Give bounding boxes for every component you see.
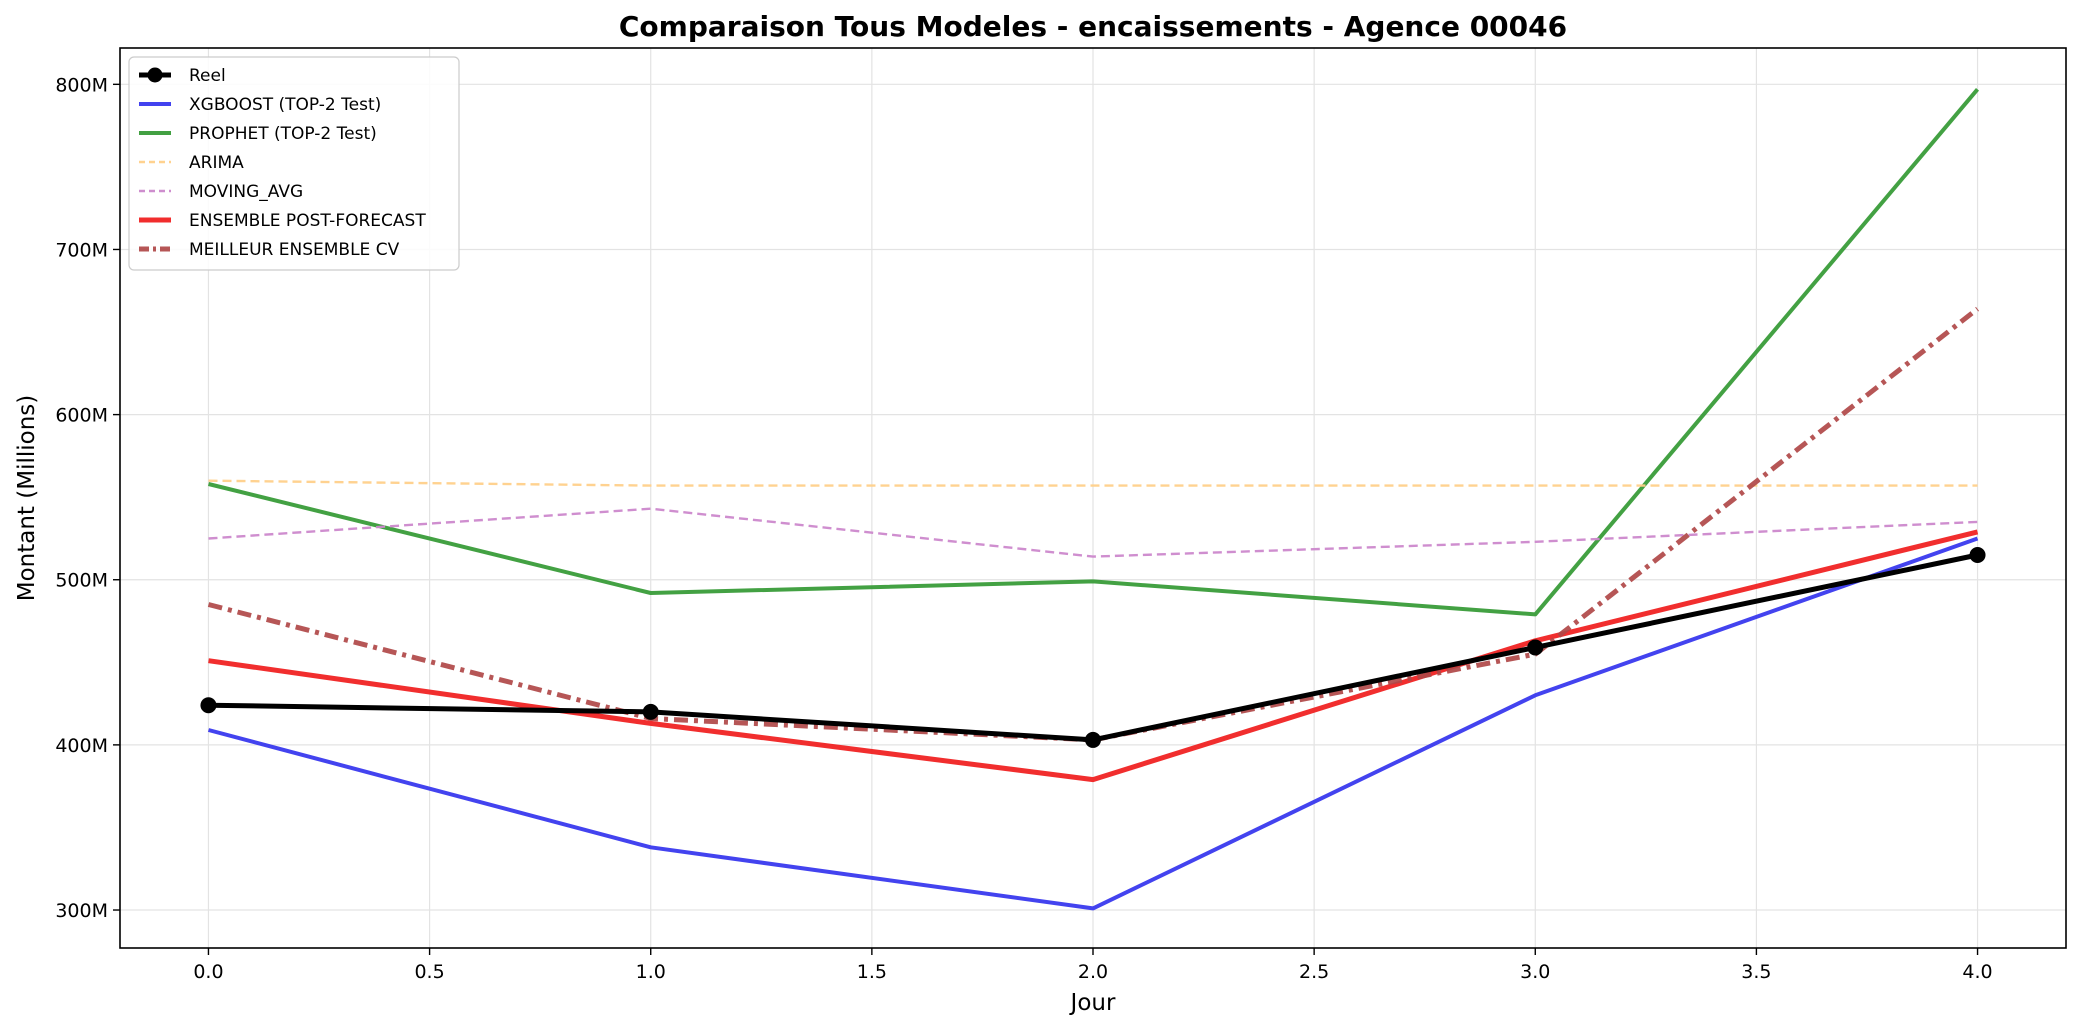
series-layer	[200, 88, 1986, 911]
x-tick-label: 1.0	[636, 961, 666, 983]
series-prophet-top-2-test	[208, 88, 1980, 617]
legend-label: MEILLEUR ENSEMBLE CV	[189, 240, 400, 260]
legend-box	[128, 56, 460, 271]
series-line-ensemble-post-forecast	[208, 529, 1979, 783]
y-tick-label: 300M	[55, 900, 108, 922]
x-axis: 0.0 0.5 1.0 1.5 2.0 2.5 3.0 3.5 4.0	[193, 948, 1993, 983]
x-tick-label: 0.5	[414, 961, 444, 983]
data-point	[642, 703, 659, 720]
series-reel	[200, 546, 1986, 748]
series-xgboost-top-2-test	[207, 536, 1979, 911]
y-axis-title: Montant (Millions)	[14, 395, 40, 602]
legend-label: ARIMA	[189, 153, 244, 173]
legend-label: Reel	[189, 66, 226, 86]
x-axis-title: Jour	[1069, 990, 1116, 1016]
series-line-moving-avg	[208, 507, 1978, 558]
legend-label: ENSEMBLE POST-FORECAST	[189, 211, 426, 231]
y-tick-label: 500M	[55, 570, 108, 592]
data-point	[1527, 639, 1544, 656]
y-tick-label: 800M	[55, 74, 108, 96]
legend-label: PROPHET (TOP-2 Test)	[189, 124, 377, 144]
legend-item-moving-avg: MOVING_AVG	[139, 182, 303, 202]
legend-label: MOVING_AVG	[189, 182, 303, 202]
legend-label: XGBOOST (TOP-2 Test)	[189, 95, 381, 115]
series-line-meilleur-ensemble-cv	[207, 306, 1980, 743]
x-tick-label: 3.0	[1520, 961, 1550, 983]
legend-item-arima: ARIMA	[139, 153, 244, 173]
series-line-xgboost-top-2-test	[207, 536, 1979, 911]
x-tick-label: 1.5	[857, 961, 887, 983]
data-point	[200, 697, 217, 714]
legend-item-prophet-top-2-test: PROPHET (TOP-2 Test)	[139, 124, 377, 144]
y-tick-label: 400M	[55, 735, 108, 757]
data-point	[1085, 731, 1101, 748]
chart-title: Comparaison Tous Modeles - encaissements…	[619, 10, 1567, 43]
x-tick-label: 2.0	[1078, 961, 1108, 983]
x-tick-label: 3.5	[1741, 961, 1771, 983]
y-tick-label: 700M	[55, 239, 108, 261]
series-line-prophet-top-2-test	[208, 88, 1980, 617]
legend-item-ensemble-post-forecast: ENSEMBLE POST-FORECAST	[139, 211, 426, 231]
series-arima	[208, 479, 1978, 487]
legend-marker	[147, 67, 163, 83]
x-tick-label: 0.0	[193, 961, 223, 983]
y-tick-label: 600M	[55, 405, 108, 427]
y-axis: 300M 400M 500M 600M 700M 800M	[55, 74, 120, 922]
legend-item-reel: Reel	[139, 66, 226, 86]
legend-item-xgboost-top-2-test: XGBOOST (TOP-2 Test)	[139, 95, 381, 115]
x-tick-label: 4.0	[1962, 961, 1992, 983]
legend: Reel XGBOOST (TOP-2 Test) PROPHET (TOP-2 T…	[128, 56, 460, 271]
series-moving-avg	[208, 507, 1978, 558]
series-meilleur-ensemble-cv	[207, 306, 1980, 743]
x-tick-label: 2.5	[1299, 961, 1329, 983]
series-line-arima	[208, 479, 1978, 487]
legend-item-meilleur-ensemble-cv: MEILLEUR ENSEMBLE CV	[139, 240, 400, 260]
data-point	[1969, 546, 1986, 563]
series-ensemble-post-forecast	[208, 529, 1979, 783]
